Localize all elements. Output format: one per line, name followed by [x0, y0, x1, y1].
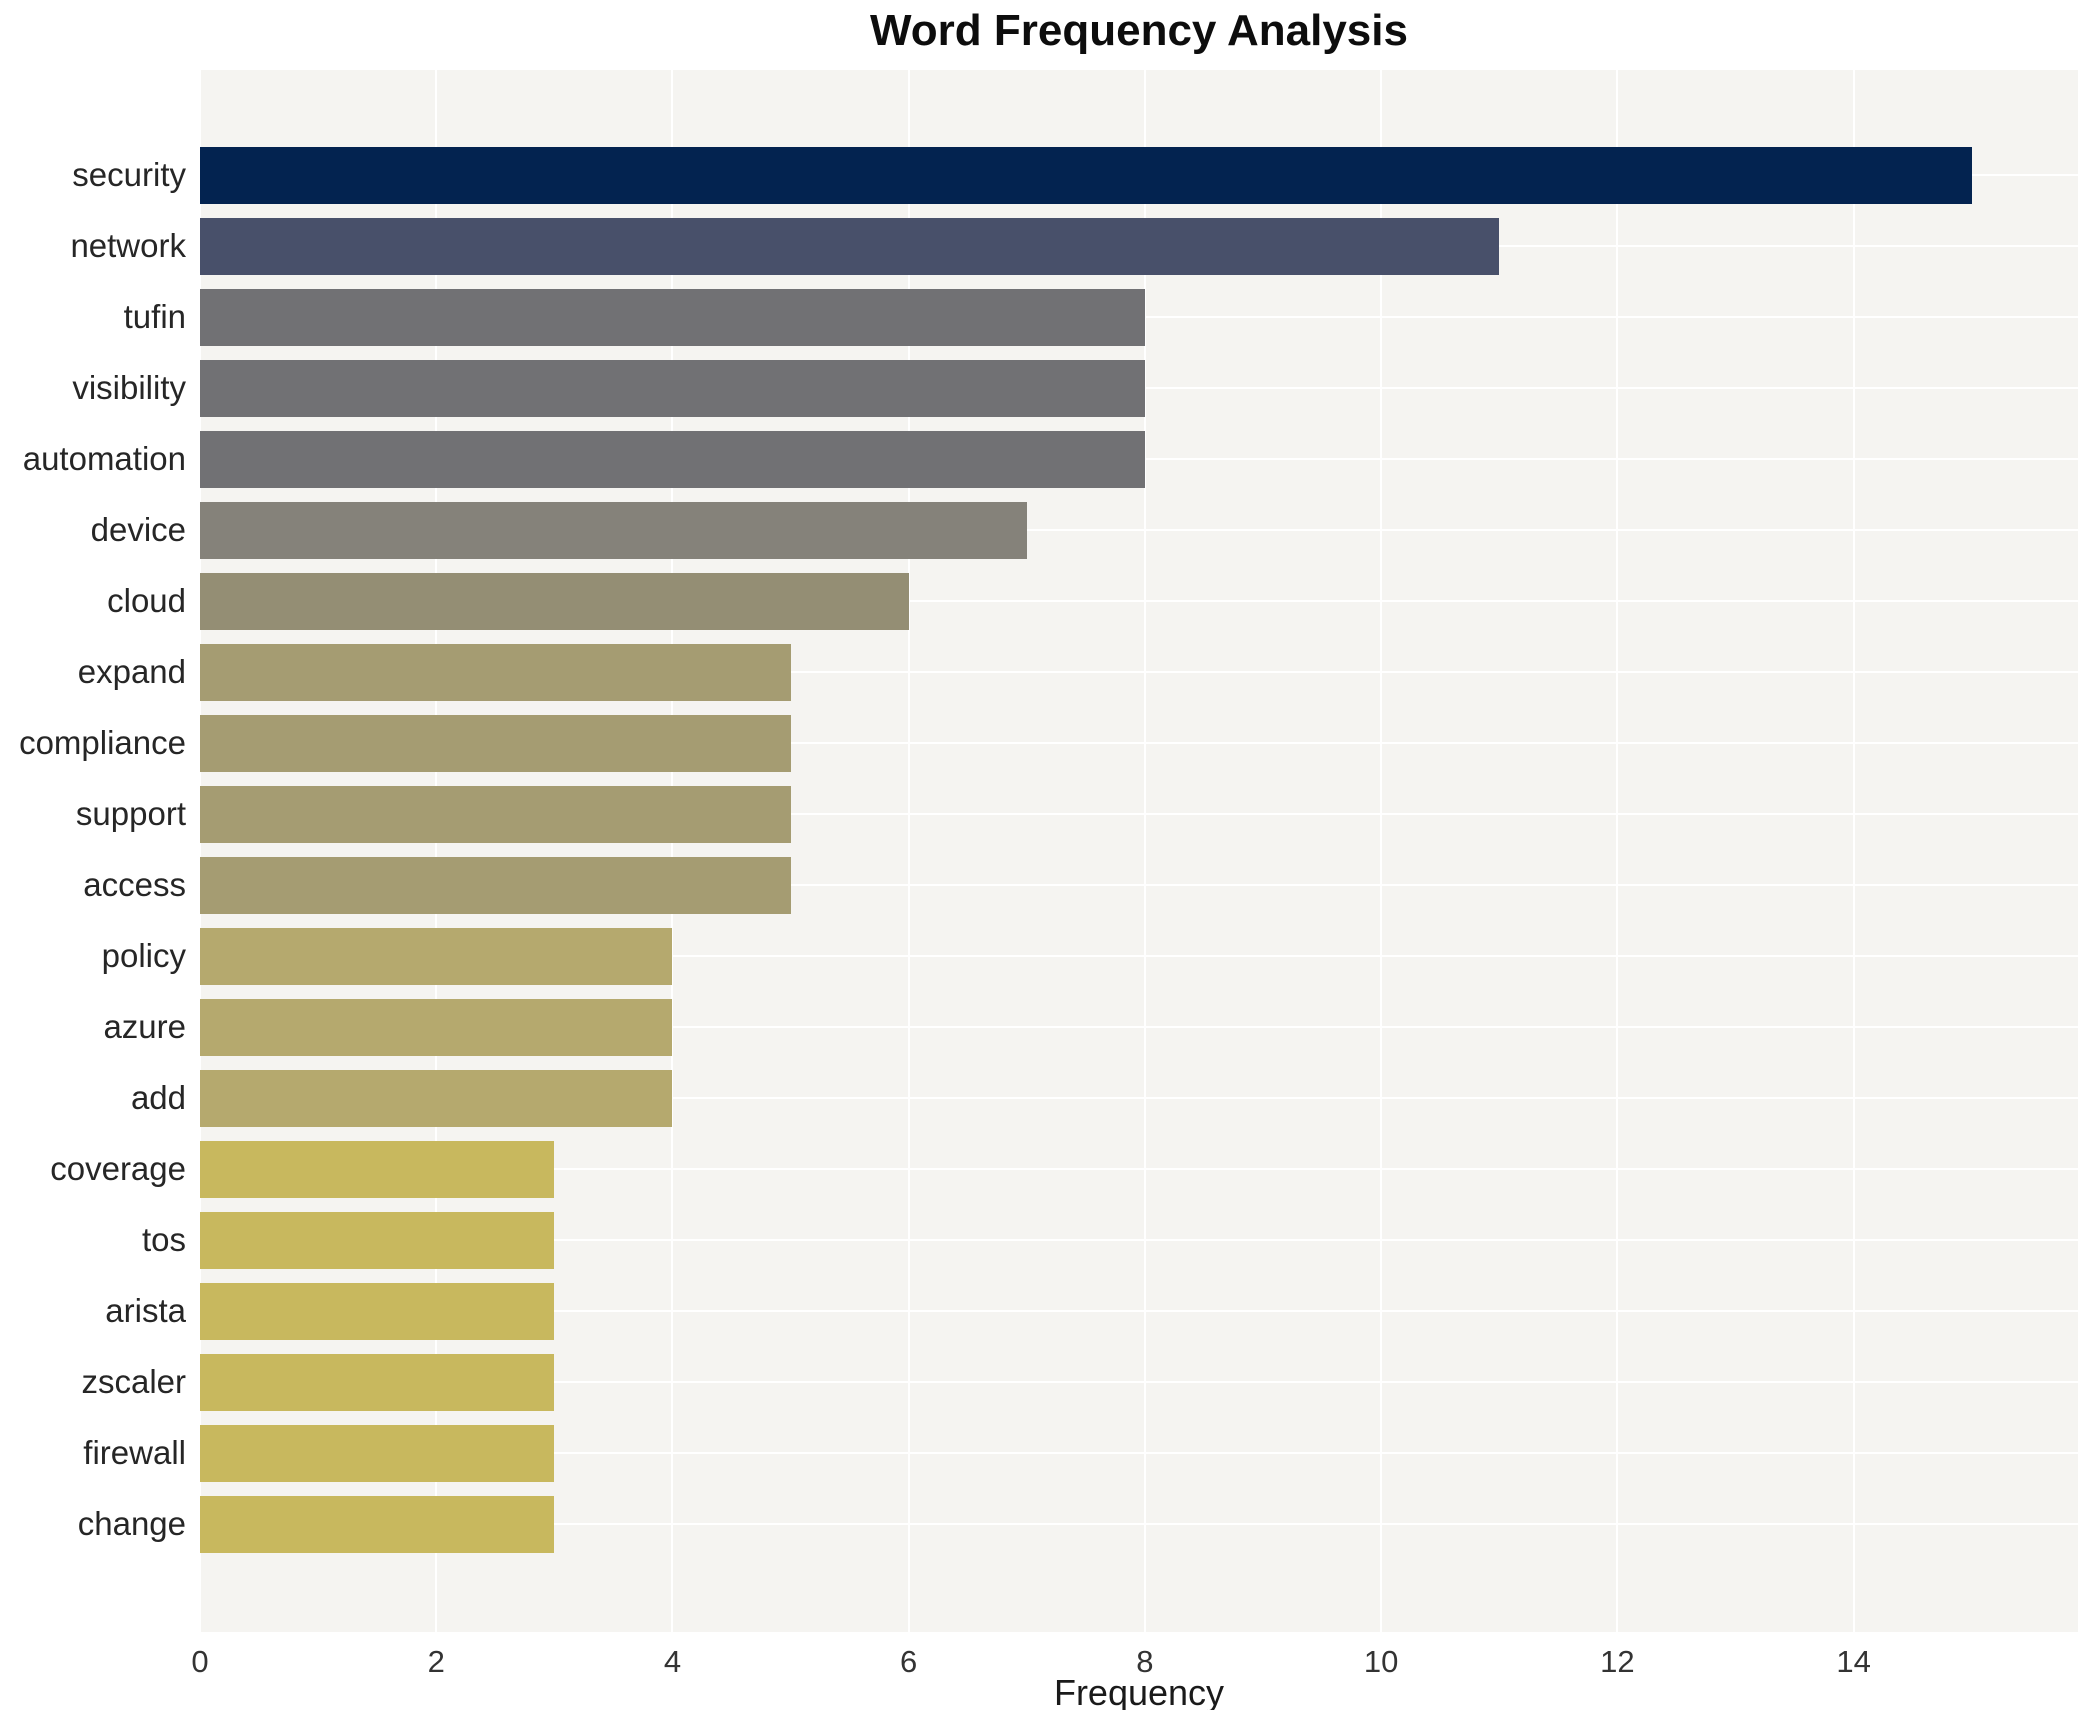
bar-azure	[200, 998, 673, 1056]
x-tick-label-12: 12	[1600, 1644, 1635, 1679]
bar-arista	[200, 1282, 555, 1340]
bar-change	[200, 1495, 555, 1553]
gridline-horizontal	[200, 1168, 2078, 1170]
category-label-security: security	[72, 156, 186, 193]
gridline-horizontal	[200, 884, 2078, 886]
gridline-horizontal	[200, 1523, 2078, 1525]
bar-support	[200, 785, 791, 843]
bar-zscaler	[200, 1353, 555, 1411]
gridline-horizontal	[200, 1239, 2078, 1241]
category-label-visibility: visibility	[72, 369, 186, 406]
gridline-horizontal	[200, 813, 2078, 815]
bar-compliance	[200, 714, 791, 772]
x-tick-label-0: 0	[191, 1644, 209, 1679]
bar-add	[200, 1069, 673, 1127]
gridline-horizontal	[200, 1381, 2078, 1383]
category-label-tufin: tufin	[123, 298, 186, 335]
category-label-compliance: compliance	[19, 724, 186, 761]
category-label-network: network	[70, 227, 186, 264]
category-label-azure: azure	[103, 1008, 186, 1045]
category-label-arista: arista	[105, 1292, 186, 1329]
category-label-zscaler: zscaler	[81, 1363, 186, 1400]
gridline-vertical	[1380, 70, 1383, 1632]
gridline-horizontal	[200, 1026, 2078, 1028]
gridline-vertical	[435, 70, 438, 1632]
gridline-horizontal	[200, 671, 2078, 673]
gridline-horizontal	[200, 600, 2078, 602]
gridline-horizontal	[200, 1310, 2078, 1312]
x-tick-label-6: 6	[900, 1644, 918, 1679]
category-label-cloud: cloud	[107, 582, 186, 619]
category-label-automation: automation	[22, 440, 186, 477]
gridline-horizontal	[200, 1452, 2078, 1454]
x-tick-label-4: 4	[663, 1644, 682, 1679]
gridline-vertical	[1852, 70, 1855, 1632]
gridline-horizontal	[200, 1097, 2078, 1099]
gridline-vertical	[1616, 70, 1619, 1632]
category-label-tos: tos	[141, 1221, 186, 1258]
x-tick-label-14: 14	[1836, 1644, 1871, 1679]
bar-access	[200, 856, 791, 914]
x-axis-label: Frequency	[1053, 1672, 1225, 1710]
bar-visibility	[200, 359, 1145, 417]
bar-cloud	[200, 572, 909, 630]
category-label-firewall: firewall	[83, 1434, 186, 1471]
gridline-vertical	[1143, 70, 1146, 1632]
category-label-access: access	[83, 866, 186, 903]
category-label-expand: expand	[77, 653, 186, 690]
gridline-horizontal	[200, 955, 2078, 957]
bar-expand	[200, 643, 791, 701]
bar-device	[200, 501, 1027, 559]
chart-title: Word Frequency Analysis	[870, 6, 1408, 55]
gridline-horizontal	[200, 742, 2078, 744]
bar-coverage	[200, 1140, 555, 1198]
bar-security	[200, 146, 1972, 204]
x-tick-label-10: 10	[1363, 1644, 1399, 1679]
plot-area	[199, 70, 2078, 1632]
gridline-vertical	[671, 70, 674, 1632]
category-label-device: device	[90, 511, 186, 548]
x-tick-label-2: 2	[427, 1644, 445, 1679]
category-label-support: support	[75, 795, 186, 832]
category-label-coverage: coverage	[50, 1150, 186, 1187]
x-tick-label-8: 8	[1136, 1644, 1154, 1679]
bar-policy	[200, 927, 673, 985]
bar-automation	[200, 430, 1145, 488]
gridline-horizontal	[200, 529, 2078, 531]
gridline-vertical	[907, 70, 910, 1632]
bar-tos	[200, 1211, 555, 1269]
category-label-policy: policy	[101, 937, 186, 974]
bar-firewall	[200, 1424, 555, 1482]
category-label-add: add	[130, 1079, 186, 1116]
category-label-change: change	[77, 1505, 186, 1542]
bar-tufin	[200, 288, 1145, 346]
bar-network	[200, 217, 1500, 275]
gridline-vertical	[199, 70, 201, 1632]
